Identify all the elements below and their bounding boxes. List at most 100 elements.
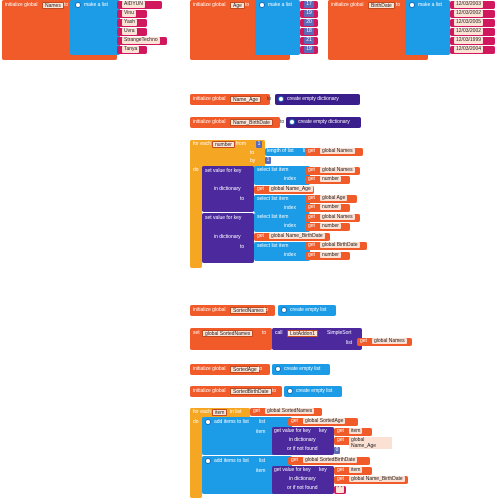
gear-icon[interactable] [275,366,281,372]
get-number[interactable]: get number [305,204,350,212]
list-item[interactable]: 12/03/1999 [450,37,495,45]
var-dropdown[interactable]: global SortedNames [202,330,254,337]
get-global-sorted-names[interactable]: get global SortedNames [250,408,322,416]
get-global-name-birthdate[interactable]: get global Name_BirthDate [254,233,330,241]
var-name-field[interactable]: Name_Age [230,96,262,103]
select-list-item-block[interactable]: select list item index [254,166,310,185]
get-global-name-birthdate[interactable]: get global Name_BirthDate [334,476,408,484]
get-global-names[interactable]: get global Names [305,214,360,222]
get-global-names[interactable]: get global Names [305,148,363,156]
list-item[interactable]: 18 [300,28,318,36]
create-empty-list-block[interactable]: create empty list [284,386,342,397]
list-item[interactable]: 19 [300,46,318,54]
create-empty-dictionary-block[interactable]: create empty dictionary [286,117,361,128]
gear-icon[interactable] [409,2,415,8]
create-empty-dictionary-block[interactable]: create empty dictionary [275,94,360,105]
gear-icon[interactable] [287,388,293,394]
init-name-age-block[interactable]: initialize global Name_Age [190,94,270,105]
select-list-item-block[interactable]: select list item index [254,213,310,232]
get-global-name-age[interactable]: get global Name_Age [334,437,392,449]
list-item[interactable]: 20 [300,19,318,27]
create-label: create empty dictionary [287,96,339,102]
make-list-block[interactable]: make a list [70,0,120,55]
create-empty-list-block[interactable]: create empty list [278,305,336,316]
to-label: to [240,244,245,250]
set-value-for-key-block[interactable]: set value for key in dictionary to [202,166,254,212]
list-item[interactable]: 12/03/2002 [450,28,495,36]
list-item[interactable]: 12/03/2004 [450,46,495,54]
from-label: from [236,141,246,147]
get-value-for-key-block[interactable]: get value for key key in dictionary or i… [272,427,334,455]
get-global-sorted-birthdate[interactable]: get global SortedBirthDate [288,457,370,465]
init-sorted-age-block[interactable]: initialize global SortedAge to [190,364,270,375]
get-number[interactable]: get number [305,223,350,231]
get-item[interactable]: get item [334,428,372,436]
var-name-field[interactable]: SortedBirthDate [230,388,272,395]
var-name-field[interactable]: Age [230,2,245,9]
get-item[interactable]: get item [334,467,372,475]
make-list-label: make a list [84,2,108,8]
init-label: initialize global [5,2,38,8]
init-label: initialize global [193,96,226,102]
get-global-birthdate[interactable]: get global BirthDate [305,242,367,250]
select-list-item-block[interactable]: select list item index [254,195,310,213]
list-item[interactable]: StrangeTechno [117,37,167,45]
var-name-field[interactable]: Names [42,2,64,9]
var-name-field[interactable]: SortedAge [230,366,260,373]
set-value-for-key-block[interactable]: set value for key in dictionary to [202,213,254,263]
list-item[interactable]: 19 [300,10,318,18]
get-global-name-age[interactable]: get global Name_Age [254,186,314,194]
loop-var-field[interactable]: item [212,409,228,416]
get-global-names[interactable]: get global Names [357,338,412,346]
make-list-block[interactable]: make a list [255,0,300,55]
gear-icon[interactable] [278,96,284,102]
gear-icon[interactable] [75,2,81,8]
list-item[interactable]: 12/03/2002 [450,10,495,18]
gear-icon[interactable] [281,307,287,313]
to-label: to [250,150,255,156]
init-sorted-names-block[interactable]: initialize global SortedNames to [190,305,275,316]
set-value-label: set value for key [205,168,242,174]
gear-icon[interactable] [205,458,211,464]
list-item[interactable]: 17 [300,1,318,9]
var-dropdown[interactable]: global Names [320,148,355,154]
for-each-item-block[interactable] [190,408,202,498]
from-value[interactable]: 1 [256,141,262,148]
get-global-sorted-age[interactable]: get global SortedAge [288,418,358,426]
list-item[interactable]: Vinu [117,10,147,18]
var-name-field[interactable]: BirthDate [368,2,395,9]
call-simplesort-block[interactable]: call ListAddon1 SimpleSort list [272,328,362,350]
var-name-field[interactable]: SortedNames [230,307,267,314]
get-number[interactable]: get number [305,176,350,184]
list-item[interactable]: Yash [117,19,147,27]
select-list-item-block[interactable]: select list item index [254,242,310,261]
list-item[interactable]: 21 [300,37,318,45]
gear-icon[interactable] [205,419,211,425]
gear-icon[interactable] [289,119,295,125]
list-item[interactable]: Uvra [117,28,147,36]
not-found-value[interactable]: 0 [334,447,340,454]
loop-var-field[interactable]: number [212,141,235,148]
make-list-label: make a list [418,2,442,8]
get-global-names[interactable]: get global Names [305,167,360,175]
create-empty-list-block[interactable]: create empty list [272,364,330,375]
list-item[interactable]: 12/03/2003 [450,1,495,9]
get-value-for-key-block[interactable]: get value for key key in dictionary or i… [272,466,334,494]
list-item[interactable]: Tanya [117,46,147,54]
get-number[interactable]: get number [305,252,350,260]
list-item[interactable]: 12/03/2005 [450,19,495,27]
get-global-age[interactable]: get global Age [305,195,357,203]
gear-icon[interactable] [259,2,265,8]
list-item[interactable]: AIDYUN [117,1,162,9]
set-sorted-names-block[interactable]: set global SortedNames to [190,328,272,350]
to-label: to [267,96,272,102]
not-found-string[interactable]: " " [334,486,346,494]
make-list-label: make a list [268,2,292,8]
component-dropdown[interactable]: ListAddon1 [287,330,319,337]
init-name-birthdate-block[interactable]: initialize global Name_BirthDate [190,117,280,128]
init-sorted-birthdate-block[interactable]: initialize global SortedBirthDate to [190,386,282,397]
var-name-field[interactable]: Name_BirthDate [230,119,273,126]
create-label: create empty dictionary [298,119,350,125]
make-list-block[interactable]: make a list [405,0,450,55]
by-value[interactable]: 1 [265,157,271,164]
